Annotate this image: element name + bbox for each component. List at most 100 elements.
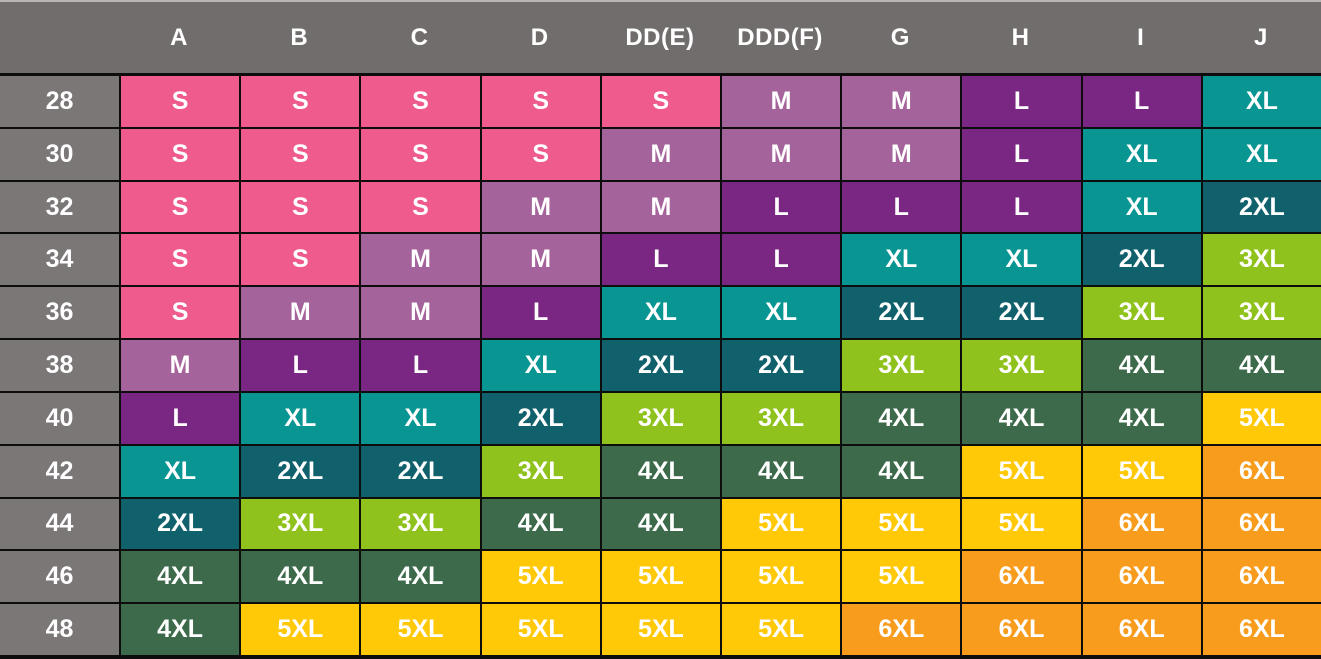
size-cell: M [361,234,480,286]
size-cell: XL [721,287,841,339]
size-cell: 4XL [721,445,841,497]
size-cell: 4XL [842,392,961,444]
size-cell: S [241,181,360,233]
size-cell: S [481,76,600,127]
size-cell: 5XL [1082,445,1201,497]
size-cell: 5XL [1202,392,1321,444]
row-header-36: 36 [0,287,119,339]
size-cell: L [241,340,360,391]
row-header-40: 40 [0,392,119,444]
size-cell: S [481,128,600,180]
size-cell: 2XL [121,498,240,550]
size-cell: 6XL [962,551,1081,603]
size-cell: 4XL [121,551,240,603]
row-header-48: 48 [0,604,119,655]
size-cell: 2XL [241,445,360,497]
size-cell: S [121,76,240,127]
size-cell: XL [1082,181,1201,233]
size-cell: 2XL [721,340,841,391]
size-cell: 4XL [121,604,240,655]
size-cell: 2XL [842,287,961,339]
size-cell: XL [842,234,961,286]
size-cell: S [241,128,360,180]
row-header-30: 30 [0,128,119,180]
size-cell: XL [1202,128,1321,180]
size-cell: 2XL [481,392,600,444]
size-cell: S [601,76,720,127]
size-cell: 5XL [601,551,720,603]
size-cell: M [481,234,600,286]
size-cell: 4XL [601,498,720,550]
size-cell: XL [601,287,720,339]
size-cell: 5XL [842,498,961,550]
size-cell: XL [241,392,360,444]
row-header-38: 38 [0,340,119,391]
size-cell: L [361,340,480,391]
size-cell: M [241,287,360,339]
size-cell: L [481,287,600,339]
size-cell: 4XL [842,445,961,497]
size-cell: L [601,234,720,286]
size-cell: 3XL [721,392,841,444]
size-cell: 3XL [601,392,720,444]
size-cell: 5XL [962,498,1081,550]
column-header-c: C [410,23,429,51]
size-cell: 6XL [1202,551,1321,603]
size-cell: XL [481,340,600,391]
size-cell: 4XL [601,445,720,497]
size-cell: 2XL [1202,181,1321,233]
size-cell: M [721,76,841,127]
size-cell: 5XL [962,445,1081,497]
size-cell: S [361,76,480,127]
size-cell: 6XL [1202,498,1321,550]
size-cell: 4XL [1202,340,1321,391]
size-cell: 2XL [962,287,1081,339]
size-cell: S [241,76,360,127]
size-cell: 6XL [1082,498,1201,550]
size-cell: XL [962,234,1081,286]
column-header-a: A [170,23,189,51]
size-cell: M [842,128,961,180]
size-cell: 6XL [1202,604,1321,655]
row-header-34: 34 [0,234,119,286]
size-cell: 5XL [601,604,720,655]
size-cell: XL [121,445,240,497]
size-cell: L [1082,76,1201,127]
size-cell: 4XL [1082,340,1201,391]
size-cell: 4XL [1082,392,1201,444]
size-cell: 6XL [1082,551,1201,603]
size-cell: XL [361,392,480,444]
size-cell: M [481,181,600,233]
size-cell: XL [1082,128,1201,180]
size-cell: L [842,181,961,233]
size-cell: 5XL [241,604,360,655]
size-cell: L [962,128,1081,180]
size-cell: 4XL [361,551,480,603]
size-cell: M [601,128,720,180]
size-cell: 5XL [361,604,480,655]
size-cell: 6XL [962,604,1081,655]
size-cell: 3XL [1202,287,1321,339]
size-cell: 3XL [1082,287,1201,339]
size-cell: 3XL [842,340,961,391]
size-cell: M [121,340,240,391]
size-cell: L [721,181,841,233]
size-cell: S [121,234,240,286]
size-cell: M [601,181,720,233]
size-cell: S [361,181,480,233]
size-cell: 6XL [1082,604,1201,655]
size-cell: S [121,287,240,339]
size-cell: S [241,234,360,286]
row-header-44: 44 [0,498,119,550]
size-cell: 3XL [481,445,600,497]
column-header-h: H [1011,23,1030,51]
size-cell: 5XL [721,551,841,603]
size-cell: L [121,392,240,444]
size-cell: 3XL [241,498,360,550]
column-header-d: D [530,23,549,51]
size-cell: 5XL [481,551,600,603]
size-cell: S [361,128,480,180]
row-header-46: 46 [0,551,119,603]
size-cell: M [842,76,961,127]
column-header-b: B [290,23,309,51]
